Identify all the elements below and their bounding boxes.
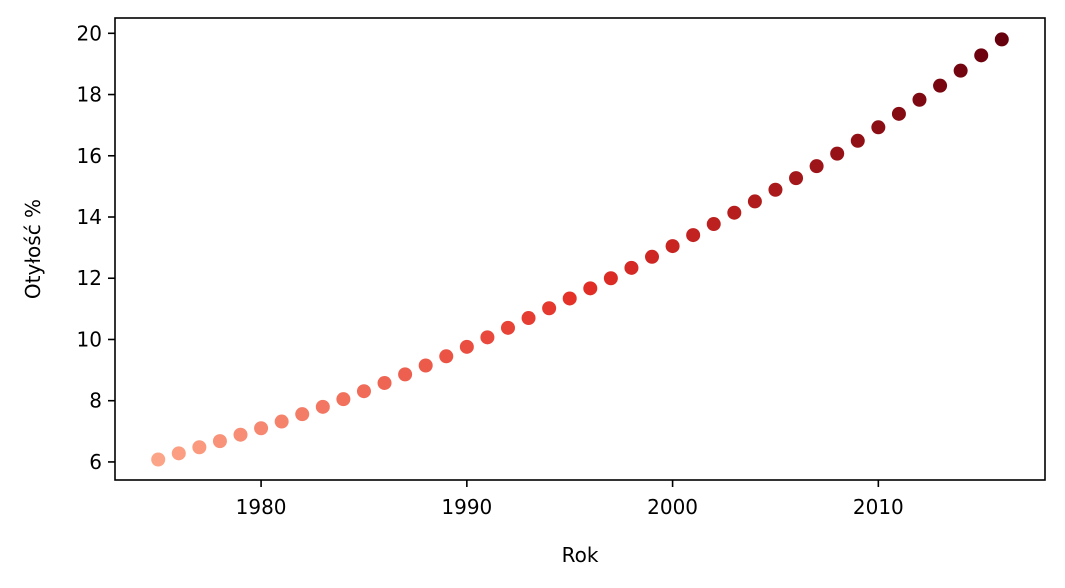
- data-point: [727, 205, 742, 220]
- data-point: [686, 228, 701, 243]
- data-point: [480, 330, 495, 345]
- x-axis-ticks: 1980 1990 2000 2010: [236, 480, 904, 519]
- data-point: [747, 194, 762, 209]
- data-point: [562, 291, 577, 306]
- y-tick-label: 20: [77, 21, 102, 45]
- data-point: [624, 260, 639, 275]
- data-point: [789, 171, 804, 186]
- x-axis-label: Rok: [562, 543, 599, 567]
- data-point: [665, 239, 680, 254]
- data-point: [974, 48, 989, 63]
- data-point: [871, 120, 886, 135]
- y-tick-label: 8: [89, 389, 102, 413]
- data-point: [336, 392, 351, 407]
- data-point: [295, 407, 310, 422]
- data-point: [809, 159, 824, 174]
- data-point: [830, 146, 845, 161]
- data-point: [459, 339, 474, 354]
- data-point: [891, 106, 906, 121]
- data-point: [377, 375, 392, 390]
- y-axis-ticks: 6 8 10 12 14 16 18 20: [77, 21, 115, 474]
- data-point: [233, 427, 248, 442]
- data-point: [603, 271, 618, 286]
- data-point: [254, 421, 269, 436]
- data-point: [645, 249, 660, 264]
- data-point: [542, 301, 557, 316]
- x-tick-label: 2000: [647, 495, 698, 519]
- data-point: [315, 399, 330, 414]
- data-point: [521, 311, 536, 326]
- plot-frame: [114, 17, 1046, 481]
- data-point: [212, 434, 227, 449]
- data-point: [151, 452, 166, 467]
- data-point: [439, 349, 454, 364]
- x-tick-label: 2010: [853, 495, 904, 519]
- data-points: [151, 32, 1009, 467]
- data-point: [850, 133, 865, 148]
- y-tick-label: 18: [77, 83, 102, 107]
- data-point: [171, 446, 186, 461]
- data-point: [398, 367, 413, 382]
- y-axis-label: Otyłość %: [21, 199, 45, 299]
- data-point: [953, 63, 968, 78]
- data-point: [583, 281, 598, 296]
- data-point: [706, 217, 721, 232]
- y-tick-label: 6: [89, 450, 102, 474]
- x-tick-label: 1980: [236, 495, 287, 519]
- y-tick-label: 14: [77, 205, 102, 229]
- data-point: [933, 78, 948, 93]
- y-tick-label: 10: [77, 327, 102, 351]
- data-point: [768, 182, 783, 197]
- data-point: [192, 440, 207, 455]
- y-tick-label: 12: [77, 266, 102, 290]
- data-point: [994, 32, 1009, 47]
- data-point: [356, 384, 371, 399]
- data-point: [912, 92, 927, 107]
- data-point: [500, 320, 515, 335]
- y-tick-label: 16: [77, 144, 102, 168]
- data-point: [418, 358, 433, 373]
- data-point: [274, 414, 289, 429]
- x-tick-label: 1990: [441, 495, 492, 519]
